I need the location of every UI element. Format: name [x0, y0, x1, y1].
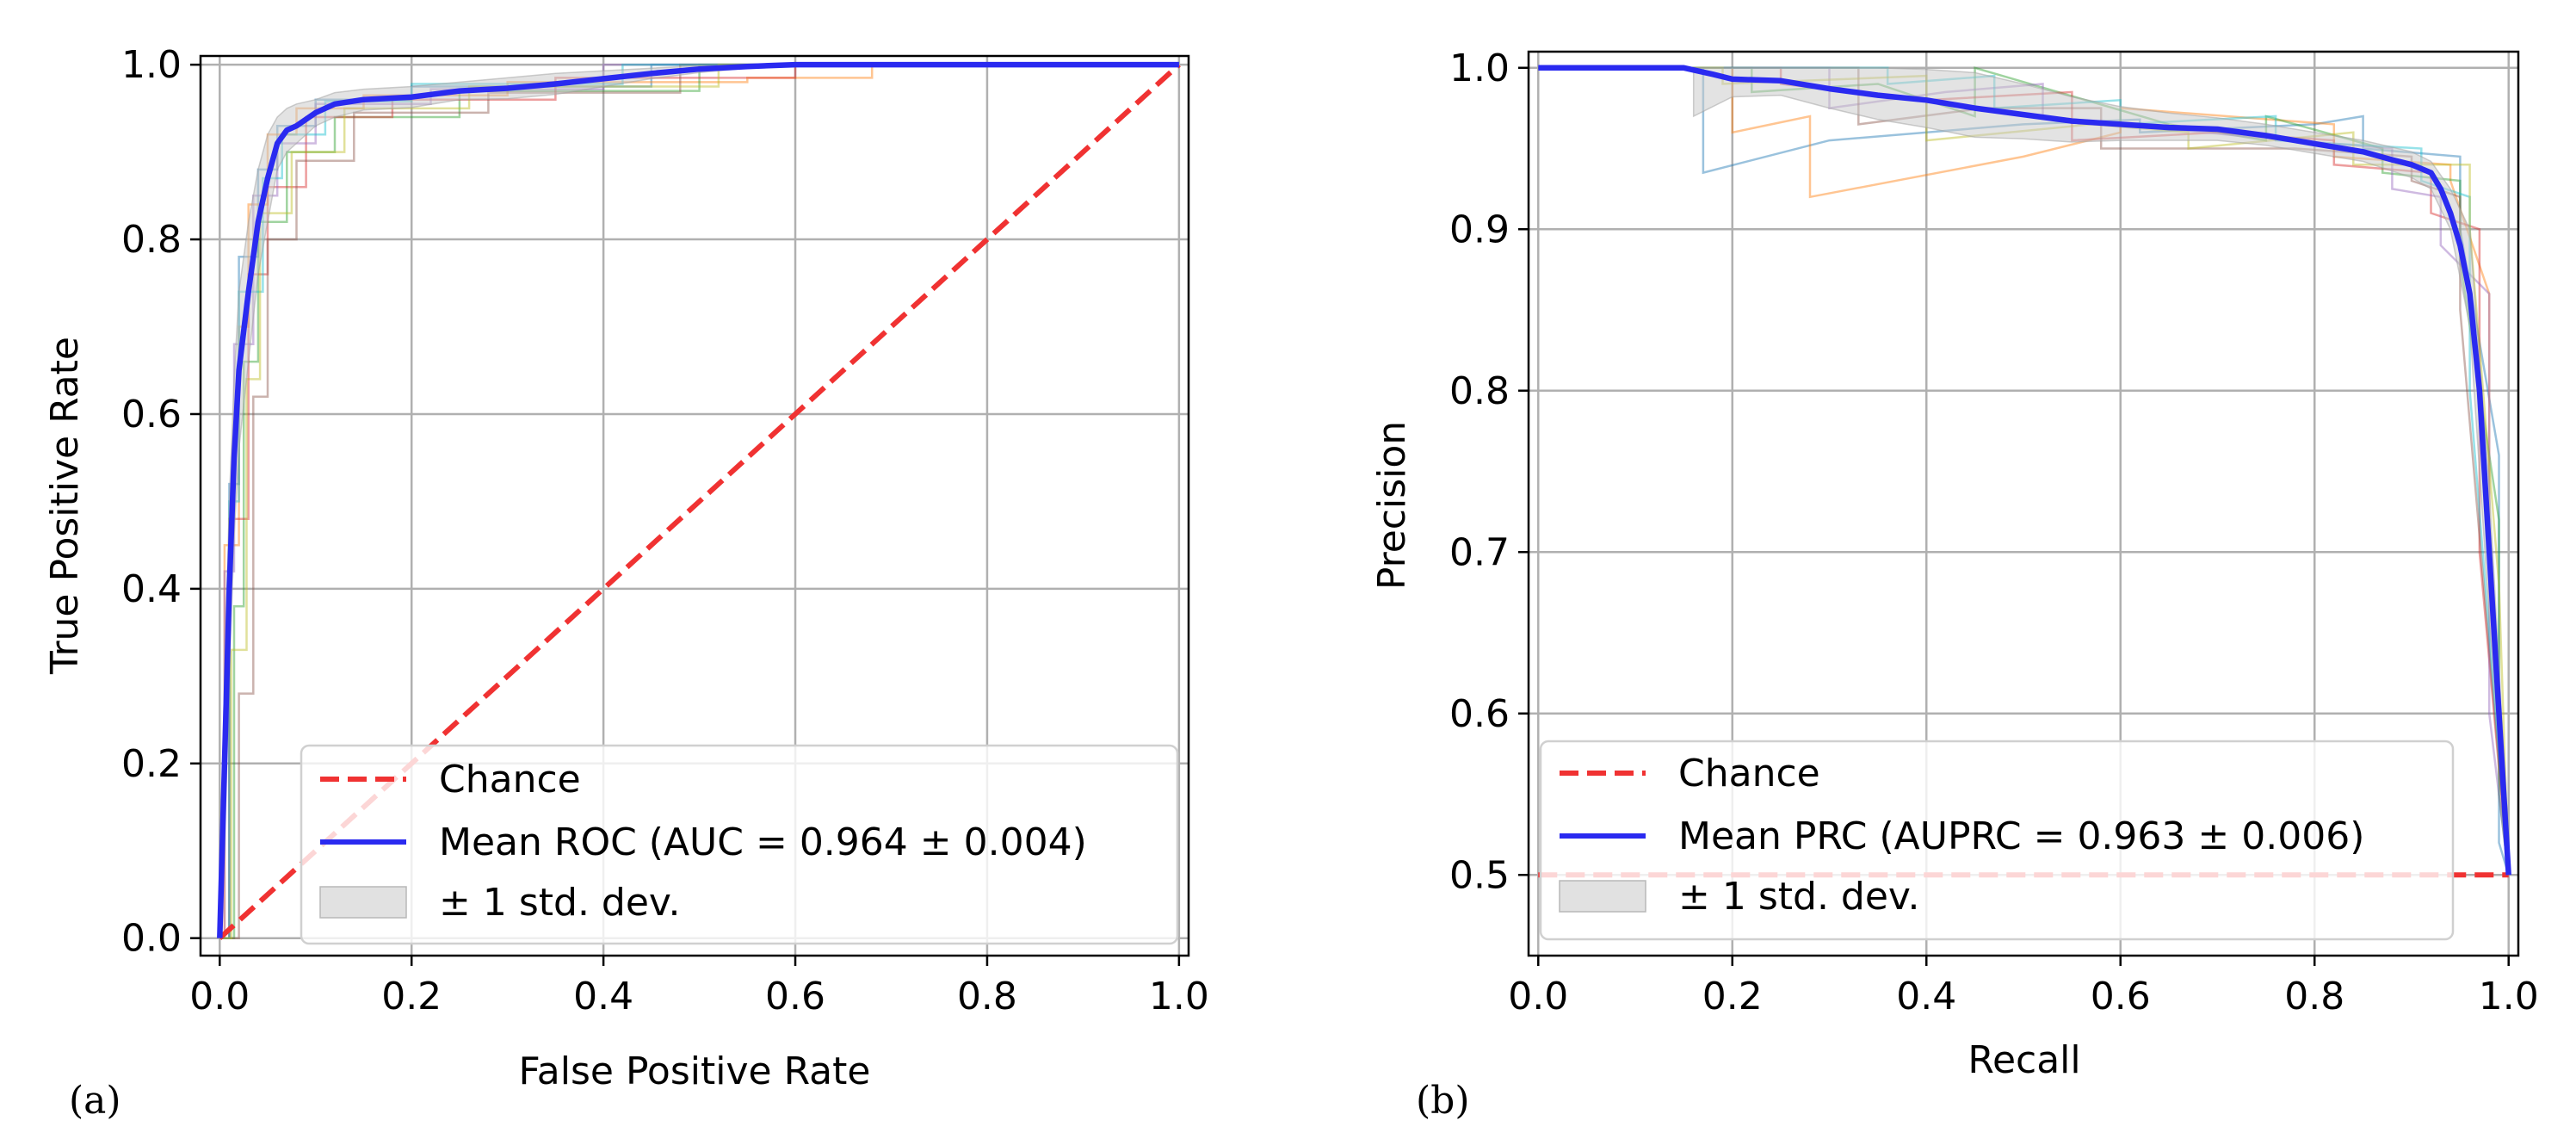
prc-x-axis-title: Recall [1968, 1038, 2080, 1082]
prc-legend-std-swatch [1559, 880, 1646, 913]
roc-legend-chance-label: Chance [439, 758, 581, 802]
roc-y-ticks: 0.0 0.2 0.4 0.6 0.8 1.0 [121, 43, 201, 961]
roc-legend: Chance Mean ROC (AUC = 0.964 ± 0.004) ± … [300, 744, 1179, 945]
prc-x-tick-label: 0.0 [1508, 975, 1568, 1018]
prc-axes-frame [1527, 50, 2520, 957]
prc-x-ticks: 0.0 0.2 0.4 0.6 0.8 1.0 [1508, 956, 2539, 1018]
prc-legend: Chance Mean PRC (AUPRC = 0.963 ± 0.006) … [1539, 740, 2455, 941]
prc-y-tick-label: 1.0 [1449, 46, 1510, 90]
prc-x-tick-label: 0.8 [2284, 975, 2344, 1018]
roc-y-tick-label: 0.2 [121, 742, 182, 786]
roc-mean-curve-path [217, 61, 1179, 938]
roc-x-tick-label: 0.6 [765, 975, 825, 1018]
prc-y-tick-label: 0.9 [1449, 207, 1510, 251]
roc-y-axis-title: True Positive Rate [43, 337, 87, 675]
roc-legend-std-swatch [319, 886, 407, 919]
prc-legend-chance-label: Chance [1678, 752, 1820, 795]
roc-y-tick-label: 0.8 [121, 218, 182, 262]
roc-y-tick-label: 0.6 [121, 393, 182, 436]
panel-label-b: (b) [1416, 1079, 1470, 1123]
panel-label-a: (a) [69, 1079, 121, 1123]
roc-legend-mean-label: Mean ROC (AUC = 0.964 ± 0.004) [439, 820, 1087, 864]
roc-y-tick-label: 0.4 [121, 567, 182, 611]
roc-chance-line-path [218, 62, 1181, 940]
prc-x-tick-label: 0.2 [1702, 975, 1763, 1018]
prc-y-tick-label: 0.7 [1449, 530, 1510, 574]
roc-x-tick-label: 0.8 [957, 975, 1017, 1018]
prc-y-tick-label: 0.6 [1449, 692, 1510, 736]
roc-y-tick-label: 1.0 [121, 43, 182, 87]
roc-x-axis-title: False Positive Rate [519, 1049, 871, 1093]
roc-x-tick-label: 0.0 [189, 975, 250, 1018]
roc-x-tick-label: 0.2 [381, 975, 442, 1018]
prc-legend-mean-label: Mean PRC (AUPRC = 0.963 ± 0.006) [1678, 814, 2364, 858]
roc-fold-curve-6 [219, 63, 1179, 939]
prc-x-tick-label: 1.0 [2479, 975, 2539, 1018]
prc-fold-curve-1 [1538, 66, 2510, 876]
roc-x-ticks: 0.0 0.2 0.4 0.6 0.8 1.0 [189, 956, 1209, 1018]
roc-fold-curve-4 [219, 63, 1179, 939]
prc-mean-curve-path [1538, 65, 2511, 876]
prc-x-tick-label: 0.4 [1896, 975, 1956, 1018]
prc-y-ticks: 0.5 0.6 0.7 0.8 0.9 1.0 [1449, 46, 1529, 897]
prc-legend-box [1539, 740, 2455, 941]
prc-y-tick-label: 0.5 [1449, 853, 1510, 897]
prc-mean-curve [1538, 65, 2511, 876]
roc-mean-curve [217, 61, 1179, 938]
prc-legend-std-label: ± 1 std. dev. [1678, 875, 1920, 919]
prc-panel: 0.0 0.2 0.4 0.6 0.8 1.0 0.5 0.6 0.7 0.8 0.9 1.0 Re… [1370, 46, 2539, 1123]
roc-x-tick-label: 1.0 [1149, 975, 1209, 1018]
roc-axes-frame [199, 54, 1190, 957]
roc-y-tick-label: 0.0 [121, 917, 182, 961]
roc-legend-box [300, 744, 1179, 945]
prc-x-tick-label: 0.6 [2091, 975, 2151, 1018]
prc-y-tick-label: 0.8 [1449, 369, 1510, 413]
roc-legend-std-label: ± 1 std. dev. [439, 881, 681, 925]
roc-chance-line [218, 62, 1181, 940]
roc-x-tick-label: 0.4 [573, 975, 633, 1018]
prc-y-axis-title: Precision [1370, 421, 1414, 590]
roc-panel: 0.0 0.2 0.4 0.6 0.8 1.0 0.0 0.2 0.4 0.6 0.8 1.0 Fa… [43, 43, 1209, 1123]
